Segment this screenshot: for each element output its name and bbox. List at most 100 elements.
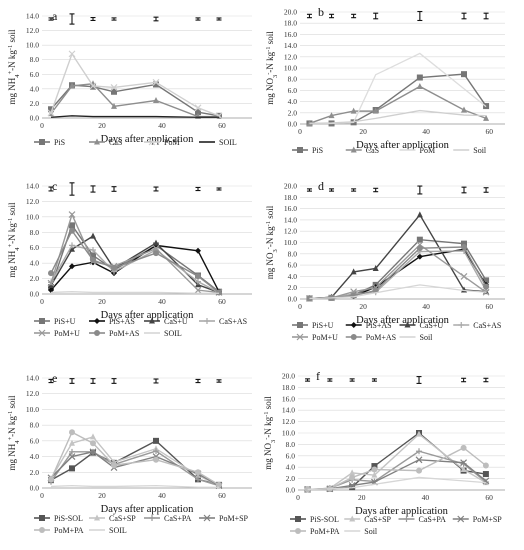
y-tick-label: 4.0 [30,259,40,268]
legend-item: PiS+U [292,321,334,330]
error-bar [195,17,201,21]
x-axis-label: Days after application [356,140,449,151]
y-tick-label: 2.0 [288,108,298,117]
legend-label: SOIL [219,138,237,147]
legend-label: PiS-SOL [310,515,339,524]
data-point [195,247,201,254]
y-tick-label: 14.0 [26,12,39,21]
series-line [50,115,219,118]
y-tick-label: 12.0 [282,417,295,426]
x-tick-label: 60 [485,127,493,136]
error-bar [461,12,467,20]
x-tick-label: 20 [359,127,367,136]
legend-item: SOIL [199,138,237,147]
data-point [416,211,423,218]
y-axis-label: mg NH4+-N kg-1 soil [7,395,21,471]
y-tick-label: 14.0 [26,182,39,191]
series-line [50,451,220,487]
legend-marker [457,515,465,523]
data-point [68,453,76,460]
x-tick-label: 20 [359,302,367,311]
series-PoM+AS [48,227,222,296]
error-bar [216,379,222,383]
data-point [371,466,378,473]
data-point [416,448,423,455]
legend-label: CaS+U [420,321,444,330]
y-tick-label: 10.0 [26,405,39,414]
y-axis-label: mg NO3--N kg-1 soil [265,31,279,105]
y-axis-label: mg NH4+-N kg-1 soil [7,202,21,278]
data-point [69,222,75,229]
error-bar [90,378,96,384]
data-point [372,107,379,114]
y-tick-label: 8.0 [30,228,40,237]
data-point [482,471,489,478]
y-tick-label: 4.0 [30,452,40,461]
error-bar [48,186,54,192]
error-bar [417,10,423,22]
y-axis-label-part: mg NO [263,443,273,470]
data-point [216,289,222,296]
x-tick-label: 40 [422,493,430,502]
data-point [111,264,117,271]
legend-item: CaS+PA [398,515,446,524]
data-point [328,112,335,119]
error-bar [69,182,75,196]
legend-marker [94,330,100,336]
data-point [371,463,378,470]
data-point [90,440,96,447]
error-bar [461,377,467,383]
y-axis-label-part: 4 [14,74,21,78]
y-tick-label: 10.0 [282,429,295,438]
data-point [195,476,201,483]
legend-label: CaS+AS [473,321,501,330]
x-tick-label: 40 [158,121,166,130]
y-tick-label: 12.0 [26,197,39,206]
legend-label: PoM+AS [109,329,139,338]
legend-marker [403,516,410,522]
y-tick-label: 0.0 [286,486,296,495]
y-tick-label: 4.0 [288,97,298,106]
y-axis-label-part: 4 [14,440,21,444]
chart-panel-b: 0.0 2.0 4.0 6.0 8.0 10.0 12.0 14.0 16.0 18.0 20.0 0… [265,5,505,155]
legend-item: CaS+U [144,317,188,326]
y-axis-label-part: mg NO [265,78,275,105]
y-axis-label: mg NH4+-N kg-1 soil [7,29,21,105]
error-bar [329,13,335,19]
y-tick-label: 20.0 [284,8,297,17]
chart-panel-a: 0.0 2.0 4.0 6.0 8.0 10.0 12.0 14.0 0 20 40 60 a mg NH… [7,9,252,147]
y-tick-label: 18.0 [284,193,297,202]
y-tick-label: 6.0 [30,436,40,445]
legend-item: PoM+AS [345,333,396,342]
legend: PiS-SOL CaS+SP CaS+PA PoM+SP PoM+PA Soil [290,515,502,536]
data-point [461,71,467,78]
data-point [110,83,118,91]
data-point [153,250,159,257]
series-SOIL [50,291,219,294]
legend-label: PoM+SP [219,514,249,523]
data-point [68,50,76,58]
data-point [89,82,97,90]
y-axis-label-part: mg NH [7,250,17,277]
legend-item: CaS+SP [89,514,136,523]
data-point [483,277,490,284]
data-point [483,114,490,121]
legend-label: PoM [420,146,436,155]
x-tick-label: 60 [218,491,226,500]
legend-marker [38,329,46,337]
data-point [47,109,55,117]
data-point [460,459,468,467]
legend-item: PiS-SOL [34,514,83,523]
legend-marker [295,516,301,522]
y-tick-label: 16.0 [282,394,295,403]
data-point [153,448,159,455]
legend-label: Soil [364,527,378,536]
y-tick-label: 10.0 [284,238,297,247]
error-bar [90,16,96,22]
data-point [216,481,222,488]
y-axis-label-part: mg NH [7,77,17,104]
y-axis-label: mg NO3--N kg-1 soil [263,396,277,470]
data-point [48,287,54,294]
legend-marker [39,318,45,324]
series-CaS+SP [304,430,489,492]
